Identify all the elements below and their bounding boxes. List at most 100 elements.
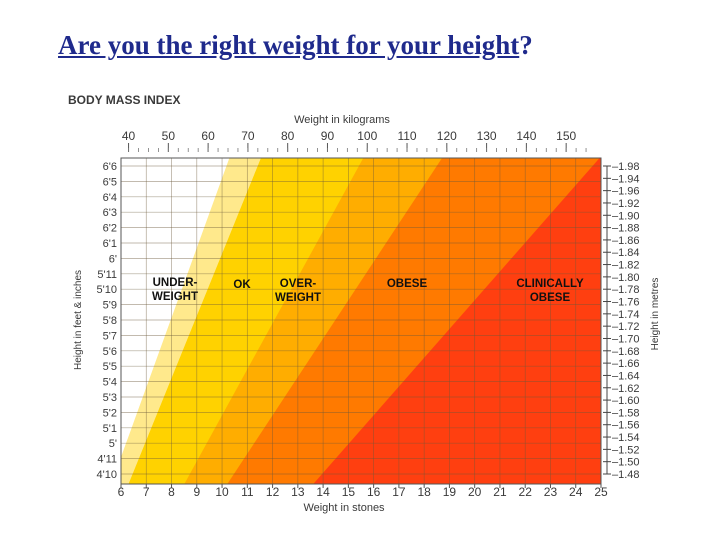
- slide-title-main: Are you the right weight for your height: [58, 30, 520, 60]
- stone-tick-label: 22: [519, 485, 533, 499]
- stone-tick-label: 14: [316, 485, 330, 499]
- right-axis-label: Height in metres: [650, 278, 661, 351]
- metre-tick-label: –1.72: [612, 321, 640, 333]
- band-label-line: UNDER-: [153, 277, 198, 289]
- stone-tick-label: 8: [168, 485, 175, 499]
- kg-tick-label: 100: [357, 129, 377, 143]
- feet-tick-label: 4'10: [97, 469, 117, 481]
- kg-tick-label: 90: [321, 129, 335, 143]
- band-label: OBESE: [387, 278, 428, 290]
- stone-tick-label: 11: [241, 485, 254, 499]
- metre-tick-label: –1.76: [612, 297, 640, 309]
- feet-tick-label: 6': [109, 253, 117, 265]
- feet-tick-label: 5'7: [103, 330, 117, 342]
- stone-tick-label: 10: [215, 485, 229, 499]
- slide-title-mark: ?: [519, 30, 533, 60]
- metre-tick-label: –1.52: [612, 444, 640, 456]
- kg-tick-label: 80: [281, 129, 295, 143]
- metre-tick-label: –1.86: [612, 235, 640, 247]
- feet-tick-label: 5': [109, 438, 117, 450]
- stone-tick-label: 12: [266, 485, 280, 499]
- feet-tick-label: 5'1: [103, 423, 117, 435]
- stone-tick-label: 16: [367, 485, 381, 499]
- band-label-line: WEIGHT: [275, 292, 321, 304]
- stone-tick-label: 21: [493, 485, 507, 499]
- metre-tick-label: –1.68: [612, 346, 640, 358]
- kg-tick-label: 130: [477, 129, 497, 143]
- stone-tick-label: 19: [443, 485, 457, 499]
- metre-tick-label: –1.48: [612, 469, 640, 481]
- feet-tick-label: 5'10: [97, 284, 117, 296]
- kg-tick-label: 40: [122, 129, 136, 143]
- band-clinically-obese: [313, 158, 601, 484]
- metre-tick-label: –1.54: [612, 432, 640, 444]
- top-axis-label: Weight in kilograms: [294, 114, 390, 126]
- kg-tick-label: 150: [556, 129, 576, 143]
- band-label: OK: [233, 279, 251, 291]
- chart-title: BODY MASS INDEX: [68, 93, 180, 107]
- band-label: OVER- WEIGHT: [275, 278, 321, 304]
- kg-tick-label: 50: [162, 129, 176, 143]
- feet-tick-label: 5'9: [103, 300, 117, 312]
- feet-tick-label: 4'11: [97, 454, 117, 466]
- metre-tick-label: –1.62: [612, 383, 640, 395]
- metre-tick-label: –1.96: [612, 186, 640, 198]
- metre-tick-label: –1.98: [612, 161, 640, 173]
- metre-tick-label: –1.90: [612, 210, 640, 222]
- metre-tick-label: –1.94: [612, 173, 640, 185]
- left-axis-label: Height in feet & inches: [73, 270, 84, 370]
- band-label: UNDER- WEIGHT: [152, 277, 198, 303]
- kg-tick-label: 60: [201, 129, 215, 143]
- slide-title: Are you the right weight for your height…: [58, 30, 533, 61]
- metre-tick-label: –1.58: [612, 407, 640, 419]
- plot-frame: [120, 157, 602, 485]
- stone-tick-label: 18: [417, 485, 431, 499]
- stone-tick-label: 23: [544, 485, 558, 499]
- stone-tick-label: 7: [143, 485, 150, 499]
- metre-tick-label: –1.74: [612, 309, 640, 321]
- kg-tick-label: 70: [241, 129, 255, 143]
- metre-tick-label: –1.78: [612, 284, 640, 296]
- feet-tick-label: 6'6: [103, 161, 117, 173]
- bottom-axis-label: Weight in stones: [303, 502, 385, 514]
- metre-tick-label: –1.50: [612, 457, 640, 469]
- metre-tick-label: –1.60: [612, 395, 640, 407]
- stone-tick-label: 25: [594, 485, 608, 499]
- feet-tick-label: 5'8: [103, 315, 117, 327]
- band-label-line: OBESE: [530, 292, 571, 304]
- metre-tick-label: –1.80: [612, 272, 640, 284]
- stone-tick-label: 17: [392, 485, 406, 499]
- kg-tick-label: 140: [516, 129, 536, 143]
- stone-tick-label: 15: [342, 485, 356, 499]
- stone-tick-label: 24: [569, 485, 583, 499]
- feet-tick-label: 5'3: [103, 392, 117, 404]
- metre-tick-label: –1.88: [612, 223, 640, 235]
- feet-tick-label: 6'2: [103, 223, 117, 235]
- feet-tick-label: 5'4: [103, 377, 117, 389]
- band-label-line: OBESE: [387, 278, 428, 290]
- feet-tick-label: 6'3: [103, 207, 117, 219]
- feet-tick-label: 5'11: [97, 269, 117, 281]
- feet-tick-label: 5'6: [103, 346, 117, 358]
- stone-tick-label: 6: [118, 485, 125, 499]
- stone-tick-label: 9: [193, 485, 200, 499]
- feet-tick-label: 6'5: [103, 176, 117, 188]
- feet-tick-label: 6'1: [103, 238, 117, 250]
- band-label-line: OK: [233, 279, 251, 291]
- band-label-line: OVER-: [280, 278, 317, 290]
- band-underweight-shade: [121, 158, 261, 484]
- metre-tick-label: –1.66: [612, 358, 640, 370]
- feet-tick-label: 5'5: [103, 361, 117, 373]
- stone-tick-label: 20: [468, 485, 482, 499]
- metre-tick-label: –1.70: [612, 333, 640, 345]
- metre-tick-label: –1.92: [612, 198, 640, 210]
- feet-tick-label: 5'2: [103, 407, 117, 419]
- metre-tick-label: –1.82: [612, 260, 640, 272]
- metre-tick-label: –1.84: [612, 247, 640, 259]
- band-label-line: WEIGHT: [152, 291, 198, 303]
- metre-tick-label: –1.64: [612, 370, 640, 382]
- kg-tick-label: 110: [397, 129, 416, 143]
- band-label: CLINICALLY OBESE: [516, 278, 584, 304]
- metre-tick-label: –1.56: [612, 420, 640, 432]
